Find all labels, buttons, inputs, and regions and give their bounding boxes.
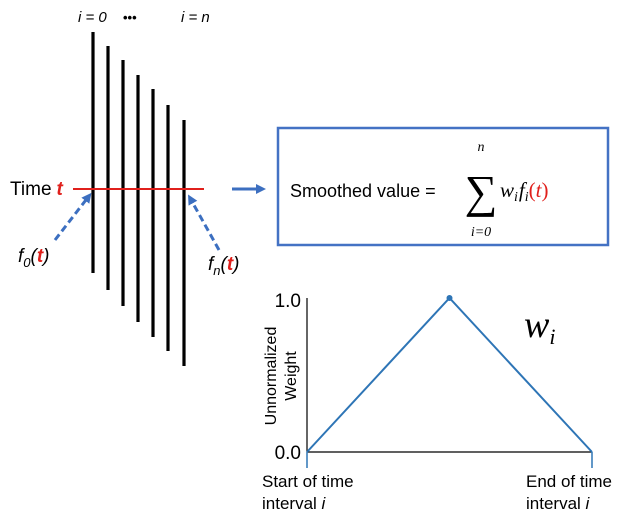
- formula: Smoothed value = n ∑ i=0 wifi(t): [290, 140, 548, 240]
- sum-lower-limit: i=0: [471, 225, 491, 240]
- f0-label: f0(t): [18, 246, 50, 270]
- series-label: wi: [524, 304, 555, 349]
- label-ellipsis: •••: [123, 10, 137, 25]
- x-label-end-line2: interval i: [526, 494, 591, 513]
- sum-upper-limit: n: [478, 140, 485, 155]
- sum-symbol: ∑: [465, 166, 498, 217]
- weight-peak-point: [446, 295, 453, 301]
- y-tick-label-top: 1.0: [275, 291, 301, 312]
- formula-box: [276, 126, 610, 247]
- label-i-zero: i = 0: [78, 9, 107, 26]
- formula-lhs: Smoothed value =: [290, 181, 436, 201]
- x-label-end-line1: End of time: [526, 472, 612, 491]
- fn-arrow: [188, 194, 221, 251]
- interval-bars: [91, 32, 186, 366]
- fn-label: fn(t): [208, 254, 240, 278]
- label-i-n: i = n: [181, 9, 210, 26]
- y-tick-label-bottom: 0.0: [275, 443, 301, 464]
- weight-chart: 1.0 0.0 Unnormalized Weight wi Start of …: [262, 291, 612, 513]
- x-label-start-line1: Start of time: [262, 472, 354, 491]
- y-axis-label-line2: Weight: [283, 351, 300, 401]
- f0-arrow: [53, 192, 92, 241]
- y-axis-label-line1: Unnormalized: [263, 327, 280, 426]
- x-label-start-line2: interval i: [262, 494, 327, 513]
- formula-term: wifi(t): [500, 178, 548, 205]
- time-label: Time t: [10, 179, 64, 200]
